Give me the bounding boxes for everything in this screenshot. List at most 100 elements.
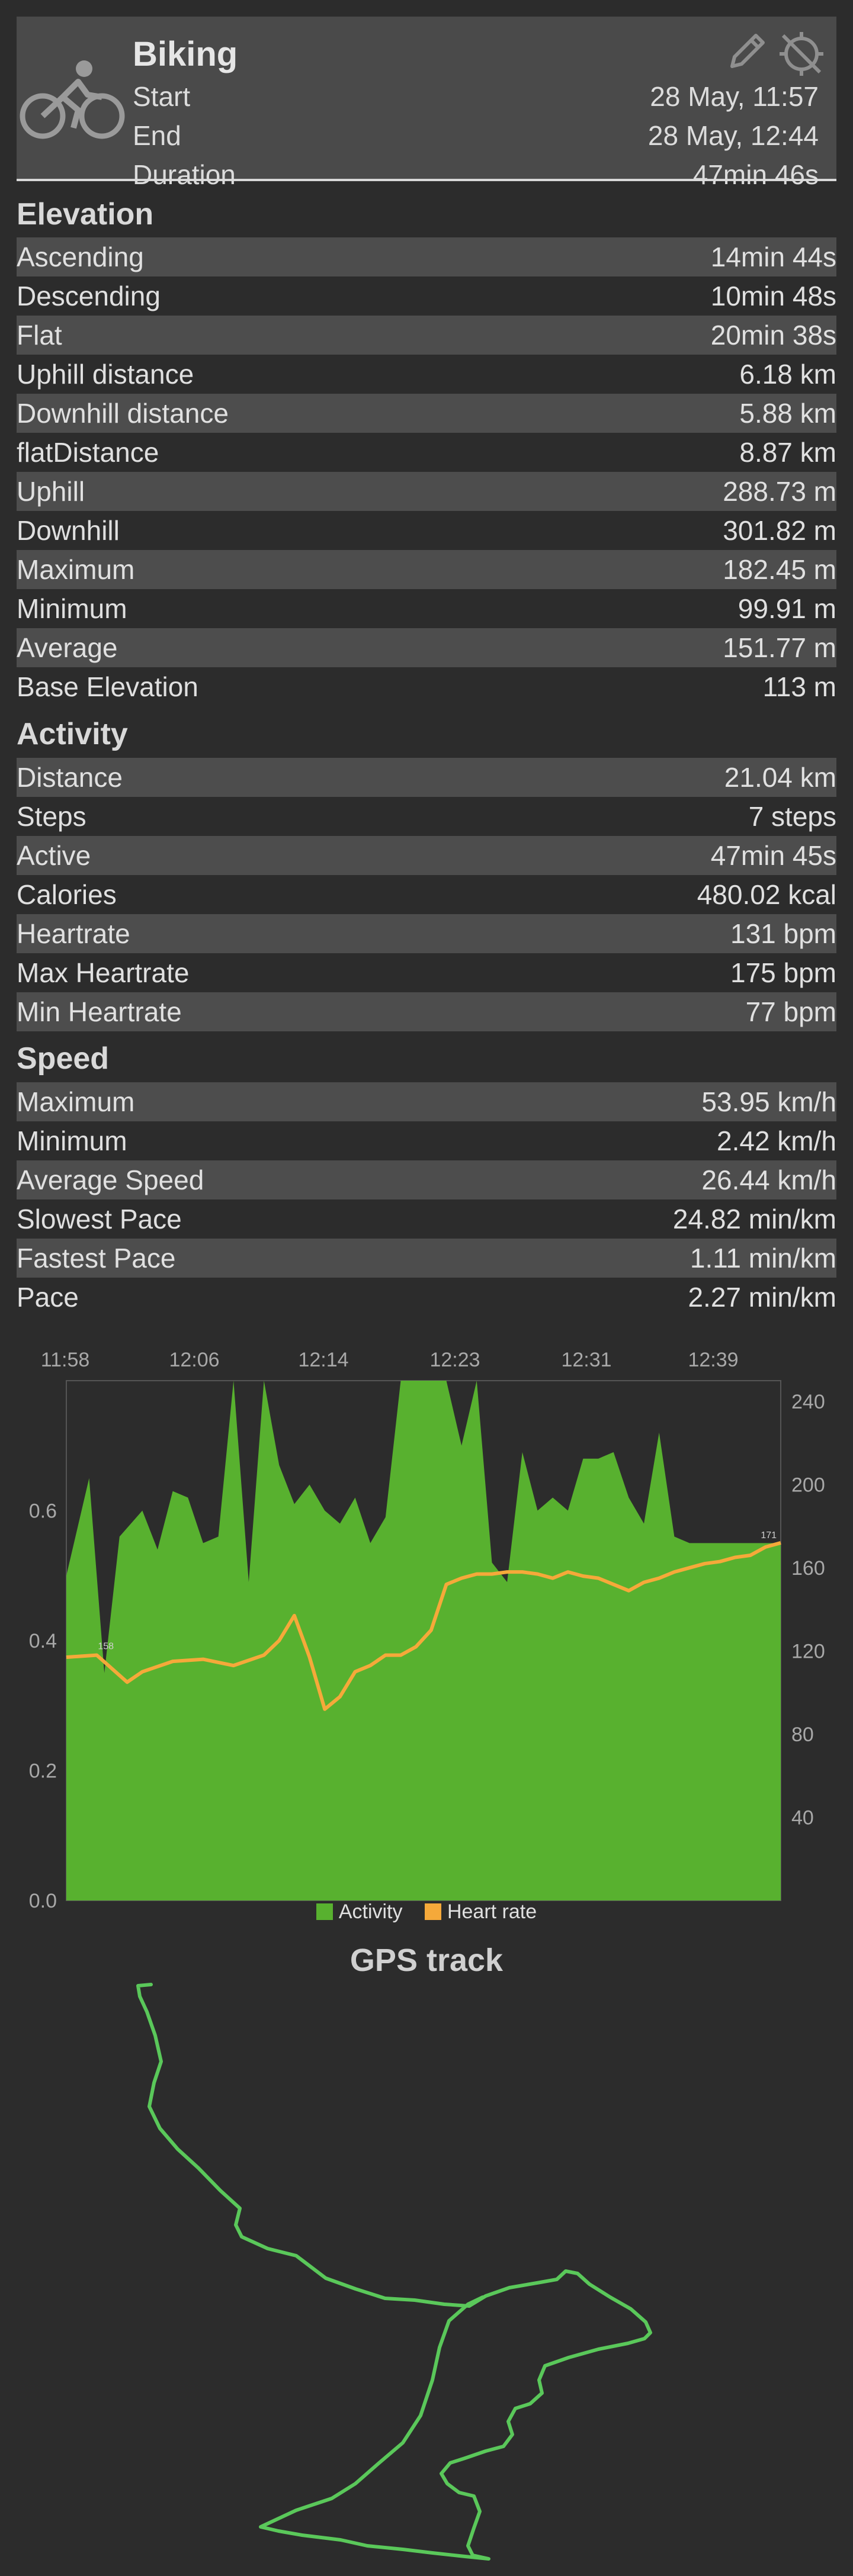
stat-label: Uphill distance <box>17 359 194 390</box>
stat-value: 20min 38s <box>710 320 836 350</box>
stat-value: 288.73 m <box>723 476 836 507</box>
edit-icon[interactable] <box>725 28 770 73</box>
left-axis-tick-label: 0.6 <box>29 1500 57 1523</box>
heart-rate-data-label: 171 <box>761 1530 777 1541</box>
left-axis-tick-label: 0.0 <box>29 1890 57 1912</box>
stat-label: Average Speed <box>17 1165 204 1195</box>
stat-row: Minimum 2.42 km/h <box>17 1121 836 1160</box>
stat-row: Descending 10min 48s <box>17 276 836 316</box>
stat-label: Maximum <box>17 554 135 585</box>
stat-value: 8.87 km <box>739 437 836 468</box>
stat-row: Base Elevation 113 m <box>17 667 836 706</box>
end-value: 28 May, 12:44 <box>647 120 819 151</box>
end-label: End <box>133 120 181 151</box>
x-tick-label: 12:23 <box>429 1349 480 1371</box>
section-title-activity: Activity <box>17 717 128 751</box>
stat-value: 14min 44s <box>710 242 836 272</box>
right-axis-tick-label: 200 <box>791 1474 825 1497</box>
stat-label: Maximum <box>17 1086 135 1117</box>
right-axis-tick-label: 160 <box>791 1557 825 1580</box>
start-row: Start 28 May, 11:57 <box>133 81 819 120</box>
stat-value: 2.27 min/km <box>688 1282 836 1313</box>
stat-value: 1.11 min/km <box>690 1243 836 1273</box>
activity-heartrate-chart: 158 171 11:58 12:06 12:14 12:23 12:31 12:39 0.0 0… <box>29 1349 825 1912</box>
duration-row: Duration 47min 46s <box>133 159 819 198</box>
stat-value: 113 m <box>762 671 836 702</box>
stat-label: Flat <box>17 320 62 350</box>
stat-value: 47min 45s <box>710 840 836 871</box>
stat-row: Minimum 99.91 m <box>17 589 836 628</box>
right-axis-tick-label: 240 <box>791 1391 825 1413</box>
heart-rate-data-label: 158 <box>98 1642 114 1652</box>
stat-row: Flat 20min 38s <box>17 316 836 355</box>
stat-value: 182.45 m <box>723 554 836 585</box>
stat-value: 151.77 m <box>723 632 836 663</box>
stat-row: flatDistance 8.87 km <box>17 433 836 472</box>
stat-label: Ascending <box>17 242 144 272</box>
stat-row: Steps 7 steps <box>17 797 836 836</box>
stat-label: Heartrate <box>17 918 130 949</box>
bike-icon <box>20 60 125 139</box>
right-axis-tick-label: 120 <box>791 1641 825 1663</box>
stat-row: Uphill distance 6.18 km <box>17 355 836 394</box>
stat-row: Downhill distance 5.88 km <box>17 394 836 433</box>
stat-value: 2.42 km/h <box>717 1125 836 1156</box>
stat-label: Slowest Pace <box>17 1204 182 1234</box>
stat-row: Max Heartrate 175 bpm <box>17 953 836 992</box>
stat-row: Min Heartrate 77 bpm <box>17 992 836 1031</box>
stat-row: Distance 21.04 km <box>17 758 836 797</box>
gps-off-icon[interactable] <box>776 28 827 79</box>
stat-row: Fastest Pace 1.11 min/km <box>17 1239 836 1278</box>
start-label: Start <box>133 81 191 112</box>
legend-label-heart-rate: Heart rate <box>447 1900 537 1923</box>
x-tick-label: 12:06 <box>169 1349 219 1371</box>
legend-swatch-activity <box>316 1903 333 1920</box>
stat-value: 6.18 km <box>739 359 836 390</box>
right-axis-tick-label: 80 <box>791 1723 814 1746</box>
stat-row: Slowest Pace 24.82 min/km <box>17 1199 836 1239</box>
stat-value: 99.91 m <box>737 593 836 624</box>
stat-row: Active 47min 45s <box>17 836 836 875</box>
chart-legend: Activity Heart rate <box>0 1900 853 1924</box>
stat-value: 175 bpm <box>730 957 836 988</box>
end-row: End 28 May, 12:44 <box>133 120 819 159</box>
stat-value: 7 steps <box>748 801 836 832</box>
stat-value: 53.95 km/h <box>701 1086 836 1117</box>
start-value: 28 May, 11:57 <box>650 81 819 112</box>
stat-label: Uphill <box>17 476 85 507</box>
stat-row: Pace 2.27 min/km <box>17 1278 836 1317</box>
stat-label: Minimum <box>17 593 127 624</box>
duration-label: Duration <box>133 159 236 190</box>
gps-track-title: GPS track <box>349 1943 504 1978</box>
section-title-elevation: Elevation <box>17 197 154 231</box>
stat-label: Pace <box>17 1282 79 1313</box>
right-axis-tick-label: 40 <box>791 1807 814 1829</box>
stat-row: Average 151.77 m <box>17 628 836 667</box>
stat-row: Heartrate 131 bpm <box>17 914 836 953</box>
x-tick-label: 12:31 <box>561 1349 611 1371</box>
stat-label: flatDistance <box>17 437 159 468</box>
stat-label: Fastest Pace <box>17 1243 176 1273</box>
stat-label: Downhill distance <box>17 398 229 429</box>
left-axis-tick-label: 0.4 <box>29 1630 57 1652</box>
stat-value: 480.02 kcal <box>697 879 836 910</box>
legend-item-heart-rate: Heart rate <box>424 1900 537 1923</box>
stat-label: Calories <box>17 879 117 910</box>
activity-header: Biking Start 28 May, 11:57 End 28 May, 1… <box>17 17 836 190</box>
gps-track-map[interactable] <box>0 1972 853 2576</box>
stat-label: Min Heartrate <box>17 996 182 1027</box>
stat-label: Base Elevation <box>17 671 198 702</box>
stat-value: 24.82 min/km <box>672 1204 836 1234</box>
stat-row: Calories 480.02 kcal <box>17 875 836 914</box>
heart-rate-series-line <box>66 1541 781 1711</box>
stat-label: Distance <box>17 762 123 793</box>
left-axis-tick-label: 0.2 <box>29 1760 57 1783</box>
x-tick-label: 12:14 <box>298 1349 348 1371</box>
stat-row: Downhill 301.82 m <box>17 511 836 550</box>
stat-label: Steps <box>17 801 86 832</box>
stat-label: Max Heartrate <box>17 957 190 988</box>
stat-label: Active <box>17 840 91 871</box>
stat-row: Average Speed 26.44 km/h <box>17 1160 836 1199</box>
stat-value: 26.44 km/h <box>701 1165 836 1195</box>
stat-value: 77 bpm <box>745 996 836 1027</box>
